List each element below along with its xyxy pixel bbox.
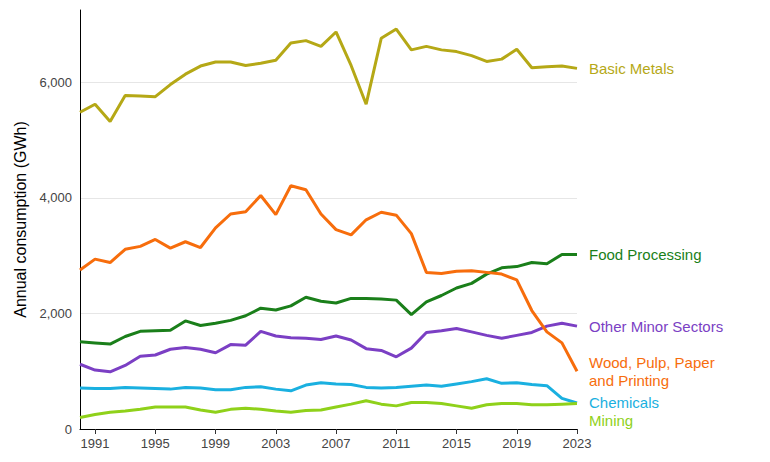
svg-text:Food Processing: Food Processing [589,246,702,263]
svg-text:6,000: 6,000 [39,75,72,90]
svg-text:0: 0 [65,422,72,437]
svg-text:2011: 2011 [382,436,410,451]
svg-text:2019: 2019 [502,436,531,451]
svg-text:1991: 1991 [81,436,110,451]
svg-text:Mining: Mining [589,412,633,429]
svg-text:2023: 2023 [563,436,592,451]
svg-text:2,000: 2,000 [39,306,72,321]
svg-text:2015: 2015 [442,436,471,451]
svg-text:Other Minor Sectors: Other Minor Sectors [589,318,723,335]
svg-text:and Printing: and Printing [589,372,669,389]
svg-text:2007: 2007 [322,436,351,451]
svg-text:Wood, Pulp, Paper: Wood, Pulp, Paper [589,354,719,371]
svg-text:Basic Metals: Basic Metals [589,60,674,77]
svg-text:Chemicals: Chemicals [589,394,659,411]
svg-text:Annual consumption (GWh): Annual consumption (GWh) [12,121,29,318]
svg-text:1995: 1995 [141,436,170,451]
svg-text:1999: 1999 [201,436,230,451]
svg-text:2003: 2003 [261,436,290,451]
svg-text:4,000: 4,000 [39,190,72,205]
